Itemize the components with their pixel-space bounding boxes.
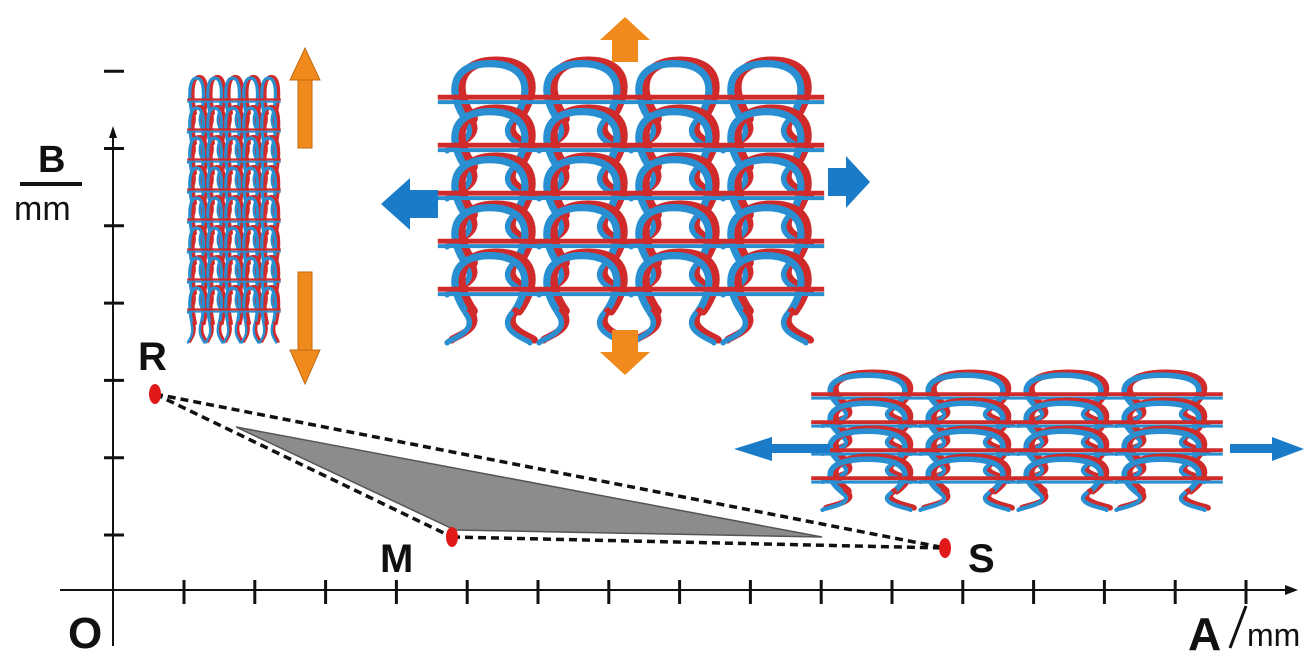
red-yarn-loop [244, 74, 263, 116]
red-yarn-loop [190, 254, 209, 296]
origin-label: O [68, 609, 102, 658]
yarn-leg [204, 323, 224, 344]
red-yarn-loop [244, 164, 263, 206]
red-yarn-loop [262, 194, 281, 236]
right-arrow-icon [1230, 437, 1304, 461]
point-s [939, 538, 951, 558]
yarn-leg [820, 490, 913, 513]
red-yarn-loop [262, 224, 281, 266]
x-ticks [182, 580, 1248, 604]
red-yarn-loop [244, 134, 263, 176]
y-label-unit: mm [14, 190, 71, 228]
right-arrow-icon [828, 156, 870, 208]
red-yarn-loop [226, 104, 245, 146]
label-s: S [968, 537, 995, 581]
x-label-slash [1228, 605, 1248, 649]
axes [60, 69, 1298, 646]
y-axis-arrow-icon [109, 126, 117, 138]
x-axis-arrow-icon [1285, 585, 1298, 595]
red-yarn-loop [190, 194, 209, 236]
up-arrow-icon [289, 46, 321, 149]
knit-patch-relaxed [437, 56, 825, 346]
shaded-region [235, 426, 823, 538]
red-yarn-loop [226, 74, 245, 116]
red-yarn-loop [262, 284, 281, 326]
yarn-leg [918, 490, 1011, 513]
red-yarn-loop [244, 254, 263, 296]
red-yarn-loop [262, 134, 281, 176]
x-label-unit: mm [1247, 617, 1300, 653]
red-yarn-loop [262, 74, 281, 116]
red-yarn-loop [244, 224, 263, 266]
red-yarn-loop [190, 284, 209, 326]
red-yarn-loop [190, 134, 209, 176]
red-yarn-loop [190, 224, 209, 266]
red-yarn-loop [226, 284, 245, 326]
red-yarn-loop [208, 224, 227, 266]
red-yarn-loop [226, 224, 245, 266]
yarn-leg [720, 311, 809, 346]
red-yarn-loop [244, 104, 263, 146]
yarn-leg [240, 323, 260, 344]
up-arrow-icon [600, 17, 650, 62]
red-yarn-loop [208, 134, 227, 176]
x-label-a: A [1188, 608, 1221, 660]
red-yarn-loop [208, 284, 227, 326]
red-yarn-loop [190, 104, 209, 146]
down-arrow-icon [600, 330, 650, 375]
red-yarn-loop [226, 134, 245, 176]
red-yarn-loop [244, 284, 263, 326]
red-yarn-loop [226, 254, 245, 296]
red-yarn-loop [208, 164, 227, 206]
label-m: M [380, 537, 413, 581]
left-arrow-icon [734, 437, 830, 461]
red-yarn-loop [208, 254, 227, 296]
point-m [446, 527, 458, 547]
red-yarn-loop [208, 74, 227, 116]
dashed-triangle [154, 392, 946, 550]
knit-patch-horizontal-stretch [811, 369, 1223, 513]
red-yarn-loop [208, 104, 227, 146]
red-yarn-loop [208, 194, 227, 236]
yarn-leg [1016, 490, 1109, 513]
red-yarn-loop [262, 104, 281, 146]
point-r [149, 384, 161, 404]
red-yarn-loop [262, 164, 281, 206]
red-yarn-loop [244, 194, 263, 236]
red-yarn-loop [262, 254, 281, 296]
y-label-b: B [38, 139, 65, 181]
knit-patch-vertical-stretch [186, 74, 281, 344]
y-ticks [104, 69, 124, 537]
red-yarn-loop [190, 74, 209, 116]
red-yarn-loop [226, 194, 245, 236]
yarn-leg [1114, 490, 1207, 513]
red-yarn-loop [190, 164, 209, 206]
down-arrow-icon [289, 271, 321, 386]
red-yarn-loop [226, 164, 245, 206]
label-r: R [138, 335, 167, 379]
yarn-leg [258, 323, 278, 344]
yarn-leg [186, 323, 206, 344]
left-arrow-icon [381, 178, 438, 230]
yarn-leg [444, 311, 533, 346]
yarn-leg [222, 323, 242, 344]
